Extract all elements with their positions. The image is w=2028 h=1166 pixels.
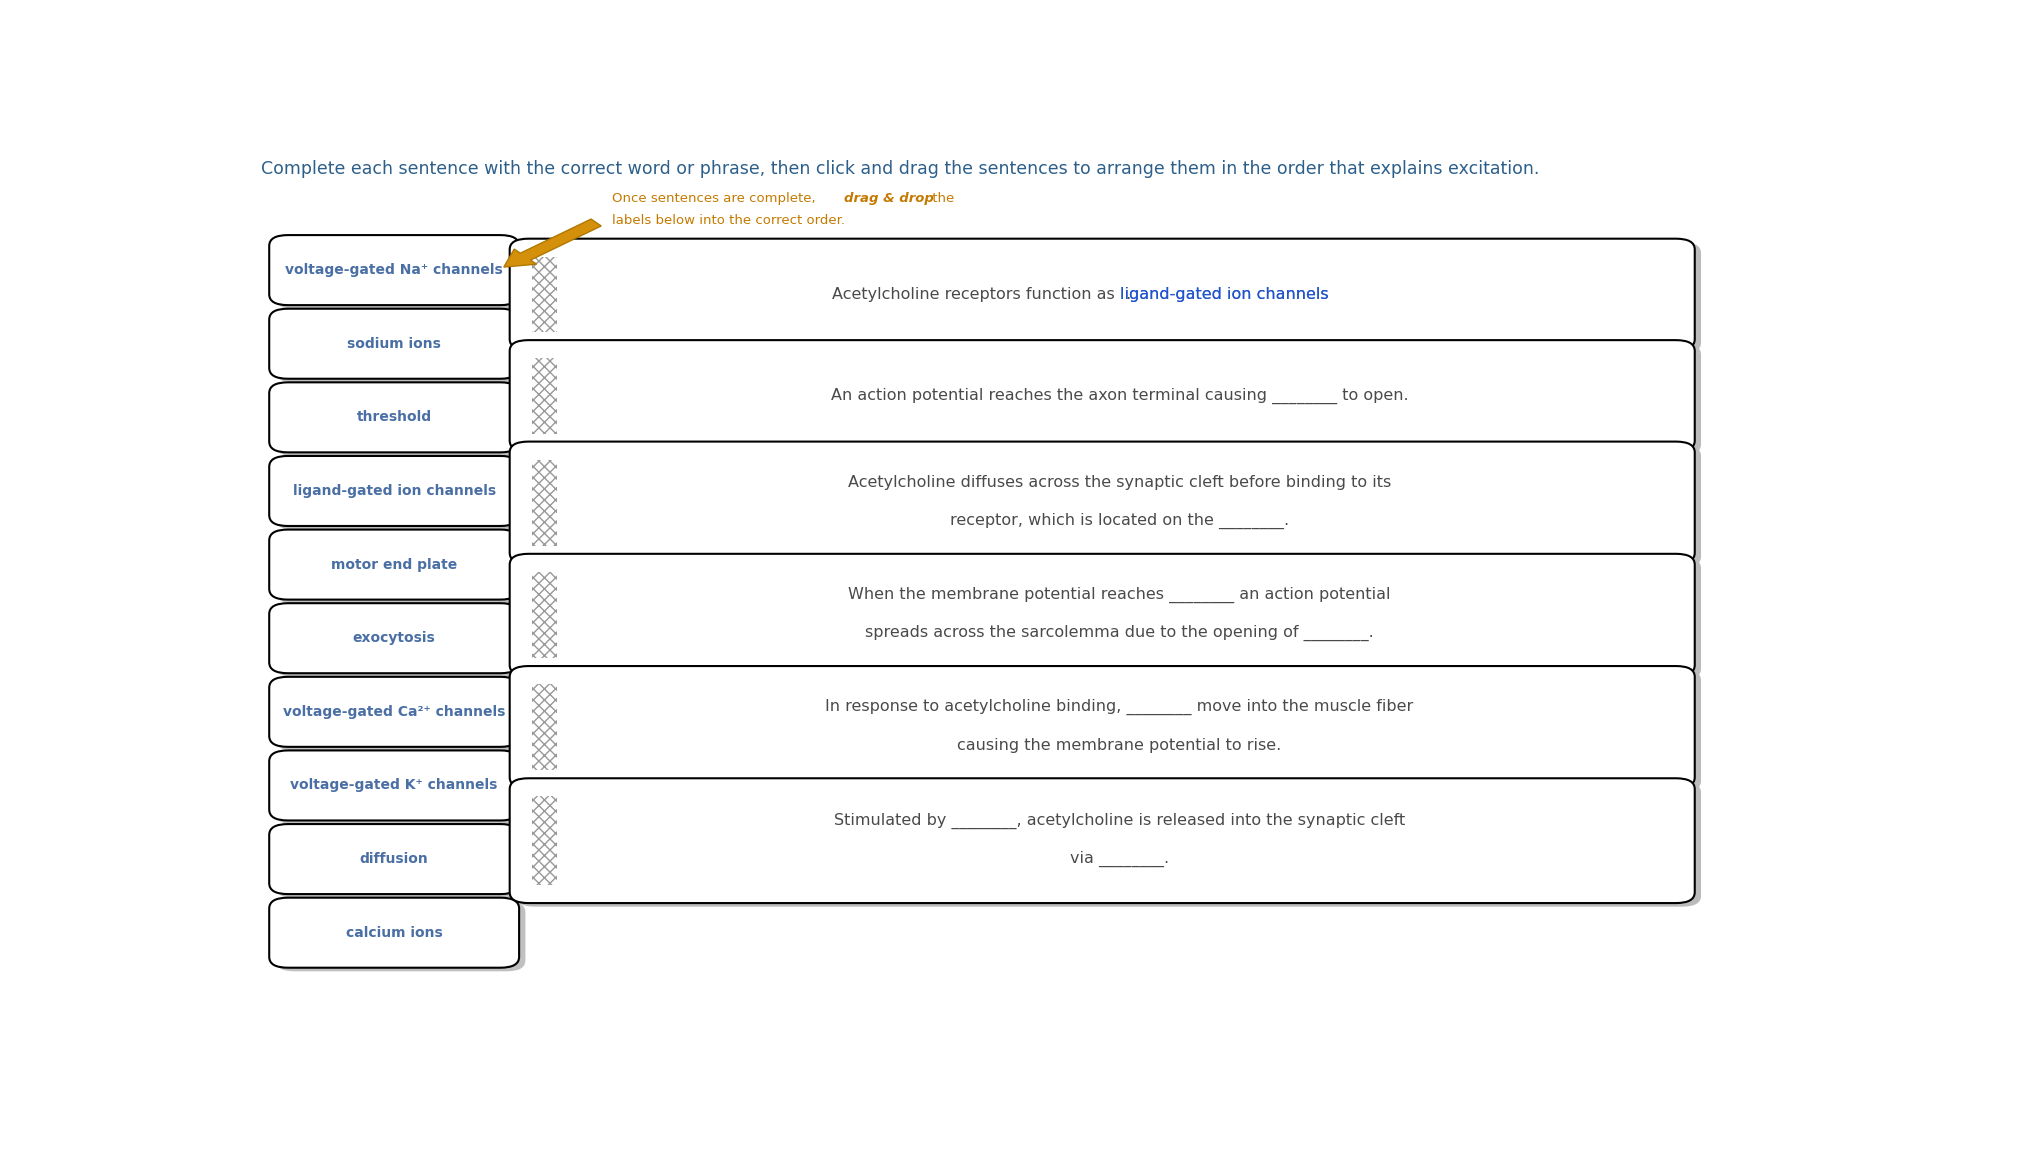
Text: In response to acetylcholine binding, ________ move into the muscle fiber: In response to acetylcholine binding, __… xyxy=(825,700,1414,716)
FancyBboxPatch shape xyxy=(515,445,1701,568)
FancyBboxPatch shape xyxy=(270,456,519,526)
Text: .: . xyxy=(1121,287,1132,302)
Text: Acetylcholine receptors function as: Acetylcholine receptors function as xyxy=(831,287,1119,302)
Text: Stimulated by ________, acetylcholine is released into the synaptic cleft: Stimulated by ________, acetylcholine is… xyxy=(834,813,1405,829)
Text: sodium ions: sodium ions xyxy=(347,337,442,351)
FancyBboxPatch shape xyxy=(509,442,1695,563)
Text: threshold: threshold xyxy=(357,410,432,424)
Text: motor end plate: motor end plate xyxy=(331,557,456,571)
FancyBboxPatch shape xyxy=(276,239,525,309)
FancyBboxPatch shape xyxy=(270,603,519,673)
FancyBboxPatch shape xyxy=(270,529,519,599)
FancyBboxPatch shape xyxy=(270,824,519,894)
Text: ligand-gated ion channels: ligand-gated ion channels xyxy=(1119,287,1328,302)
Text: Complete each sentence with the correct word or phrase, then click and drag the : Complete each sentence with the correct … xyxy=(262,160,1539,177)
Text: spreads across the sarcolemma due to the opening of ________.: spreads across the sarcolemma due to the… xyxy=(866,625,1373,641)
FancyBboxPatch shape xyxy=(509,340,1695,451)
Text: via ________.: via ________. xyxy=(1071,850,1168,866)
FancyBboxPatch shape xyxy=(270,676,519,747)
FancyBboxPatch shape xyxy=(509,666,1695,788)
Text: Acetylcholine diffuses across the synaptic cleft before binding to its: Acetylcholine diffuses across the synapt… xyxy=(848,476,1391,491)
FancyBboxPatch shape xyxy=(276,312,525,382)
FancyBboxPatch shape xyxy=(276,681,525,751)
Text: the: the xyxy=(927,192,953,205)
Text: voltage-gated Ca²⁺ channels: voltage-gated Ca²⁺ channels xyxy=(284,704,505,718)
FancyBboxPatch shape xyxy=(276,901,525,971)
Text: voltage-gated K⁺ channels: voltage-gated K⁺ channels xyxy=(290,779,497,793)
FancyBboxPatch shape xyxy=(515,243,1701,353)
FancyBboxPatch shape xyxy=(276,386,525,456)
Text: voltage-gated Na⁺ channels: voltage-gated Na⁺ channels xyxy=(286,264,503,278)
FancyBboxPatch shape xyxy=(270,309,519,379)
Text: Once sentences are complete,: Once sentences are complete, xyxy=(612,192,819,205)
FancyBboxPatch shape xyxy=(276,459,525,529)
Text: receptor, which is located on the ________.: receptor, which is located on the ______… xyxy=(949,513,1290,528)
Text: ligand-gated ion channels: ligand-gated ion channels xyxy=(292,484,495,498)
Text: drag & drop: drag & drop xyxy=(844,192,935,205)
Text: diffusion: diffusion xyxy=(359,852,428,866)
FancyArrow shape xyxy=(503,219,600,267)
FancyBboxPatch shape xyxy=(276,754,525,824)
FancyBboxPatch shape xyxy=(276,828,525,898)
Text: exocytosis: exocytosis xyxy=(353,631,436,645)
Text: An action potential reaches the axon terminal causing ________ to open.: An action potential reaches the axon ter… xyxy=(831,388,1407,403)
FancyBboxPatch shape xyxy=(509,778,1695,902)
FancyBboxPatch shape xyxy=(270,236,519,305)
FancyBboxPatch shape xyxy=(515,782,1701,907)
FancyBboxPatch shape xyxy=(270,898,519,968)
Text: labels below into the correct order.: labels below into the correct order. xyxy=(612,213,846,226)
FancyBboxPatch shape xyxy=(509,554,1695,676)
FancyBboxPatch shape xyxy=(509,239,1695,350)
FancyBboxPatch shape xyxy=(270,751,519,821)
Text: ligand-gated ion channels: ligand-gated ion channels xyxy=(1119,287,1328,302)
FancyBboxPatch shape xyxy=(276,606,525,676)
Text: causing the membrane potential to rise.: causing the membrane potential to rise. xyxy=(957,738,1282,752)
FancyBboxPatch shape xyxy=(276,533,525,603)
FancyBboxPatch shape xyxy=(270,382,519,452)
FancyBboxPatch shape xyxy=(515,344,1701,455)
Text: calcium ions: calcium ions xyxy=(347,926,442,940)
FancyBboxPatch shape xyxy=(515,669,1701,792)
Text: When the membrane potential reaches ________ an action potential: When the membrane potential reaches ____… xyxy=(848,586,1391,603)
FancyBboxPatch shape xyxy=(515,557,1701,680)
